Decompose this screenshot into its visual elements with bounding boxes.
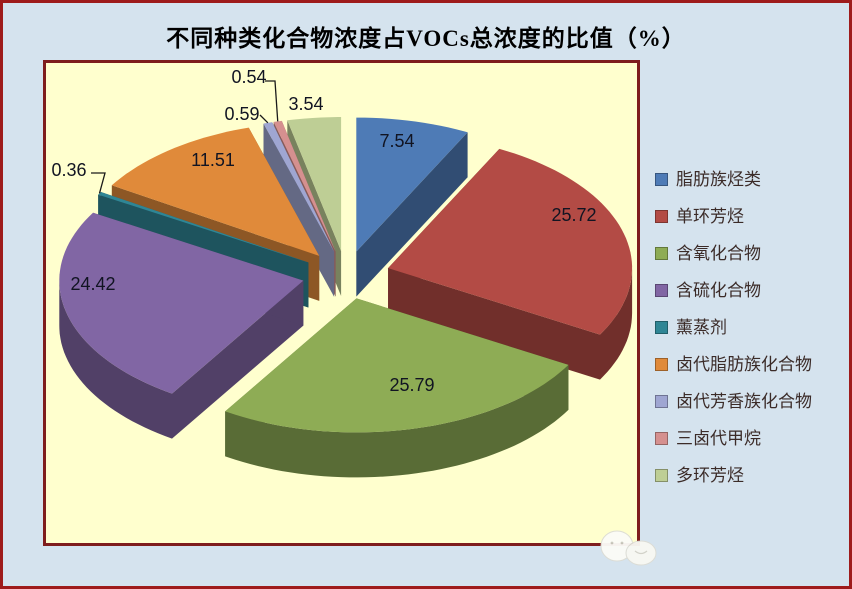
legend-label: 脂肪族烃类 [676, 170, 761, 189]
legend-item: 卤代脂肪族化合物 [655, 346, 849, 383]
legend-item: 含氧化合物 [655, 235, 849, 272]
watermark-eye [610, 541, 614, 545]
slice-top [356, 117, 468, 252]
data-label: 25.79 [389, 375, 434, 395]
legend-label: 单环芳烃 [676, 207, 744, 226]
leader-line [91, 172, 106, 194]
data-label: 7.54 [379, 131, 414, 151]
legend-swatch-icon [655, 358, 668, 371]
legend-swatch-icon [655, 321, 668, 334]
legend-label: 卤代芳香族化合物 [676, 392, 812, 411]
data-label: 0.36 [51, 160, 86, 180]
leader-line [265, 80, 279, 122]
legend-item: 脂肪族烃类 [655, 161, 849, 198]
slice-top [98, 192, 309, 263]
slice-top [287, 117, 342, 251]
slice-top [388, 148, 633, 335]
legend-item: 含硫化合物 [655, 272, 849, 309]
data-label: 25.72 [551, 205, 596, 225]
watermark-eye [620, 541, 624, 545]
slice-arc-wall [59, 280, 172, 439]
slice-arc-wall [225, 364, 569, 478]
watermark-smile [634, 550, 648, 555]
slice-top [225, 298, 569, 433]
legend-label: 含硫化合物 [676, 281, 761, 300]
legend-item: 卤代芳香族化合物 [655, 383, 849, 420]
watermark-mascot [600, 530, 657, 566]
legend-swatch-icon [655, 469, 668, 482]
legend-swatch-icon [655, 210, 668, 223]
legend-swatch-icon [655, 247, 668, 260]
slice-top [273, 120, 336, 252]
legend-item: 薰蒸剂 [655, 309, 849, 346]
slice-top [111, 127, 320, 256]
data-label: 0.59 [224, 104, 259, 124]
chart-title: 不同种类化合物浓度占VOCs总浓度的比值（%） [166, 26, 686, 51]
slice-side-wall [356, 132, 468, 297]
legend-swatch-icon [655, 173, 668, 186]
pie-slice-1 [356, 117, 468, 297]
legend-swatch-icon [655, 432, 668, 445]
legend-label: 三卤代甲烷 [676, 429, 761, 448]
slice-arc-wall [600, 268, 633, 380]
data-label: 0.54 [231, 67, 266, 87]
slice-top [263, 122, 335, 252]
legend: 脂肪族烃类单环芳烃含氧化合物含硫化合物薰蒸剂卤代脂肪族化合物 卤代芳香族化合物 三卤… [655, 161, 849, 494]
legend-item: 单环芳烃 [655, 198, 849, 235]
legend-label: 薰蒸剂 [676, 318, 727, 337]
legend-item: 多环芳烃 [655, 457, 849, 494]
pie-slice-3 [225, 298, 569, 478]
legend-swatch-icon [655, 284, 668, 297]
pie-slice-2 [388, 148, 633, 380]
slice-top [59, 212, 304, 394]
legend-label: 含氧化合物 [676, 244, 761, 263]
legend-label: 多环芳烃 [676, 466, 744, 485]
legend-item: 三卤代甲烷 [655, 420, 849, 457]
data-label: 11.51 [191, 150, 235, 170]
slice-side-wall [172, 280, 304, 439]
legend-swatch-icon [655, 395, 668, 408]
pie-chart: 7.54 25.72 25.79 24.42 0.36 11.51 0.59 0.54 3.54 [51, 67, 657, 566]
data-label: 24.42 [70, 274, 115, 294]
data-label: 3.54 [288, 94, 323, 114]
slice-side-wall [388, 268, 600, 380]
pie-slice-4 [59, 212, 304, 439]
legend-label: 卤代脂肪族化合物 [676, 355, 812, 374]
leader-line [259, 114, 269, 124]
